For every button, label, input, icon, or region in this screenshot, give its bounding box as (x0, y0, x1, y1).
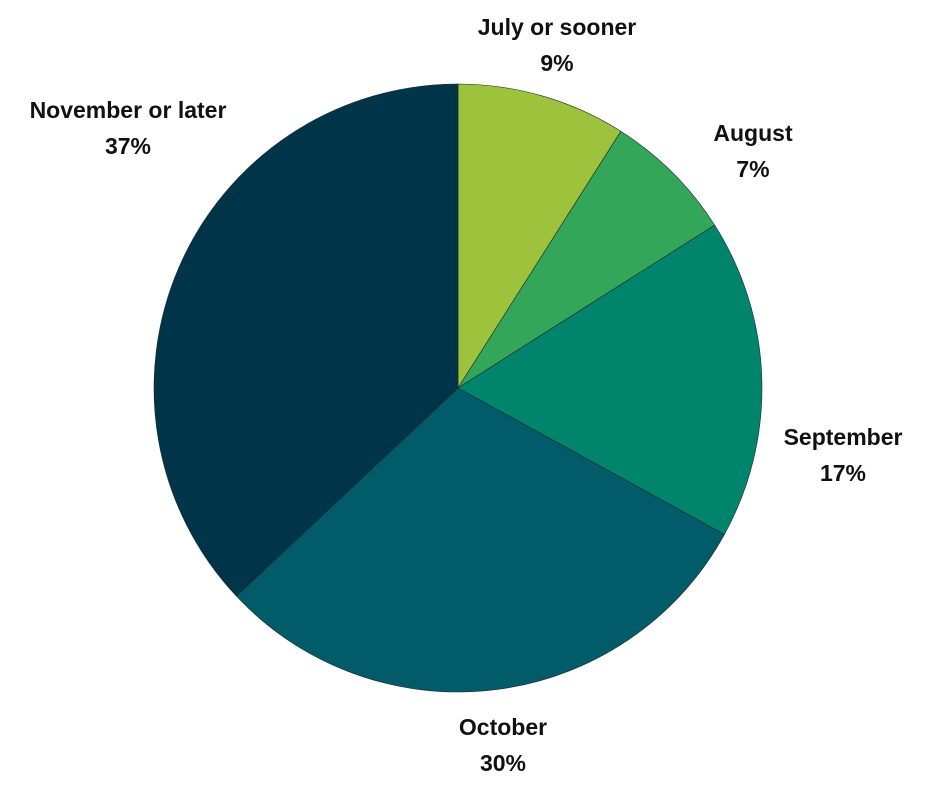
pie-labels: July or sooner 9% August 7% September 17% Octo… (30, 14, 903, 776)
slice-value-label: 9% (540, 50, 573, 76)
pie-slice-september (457, 224, 763, 535)
slice-value-label: 7% (736, 156, 769, 182)
slice-value-label: 17% (820, 460, 866, 486)
pie-slice-november-or-later (153, 83, 459, 597)
pie-slice-october (235, 387, 725, 693)
slice-value-label: 30% (480, 750, 526, 776)
pie-slice-august (457, 130, 716, 389)
slice-label: November or later (30, 97, 227, 123)
slice-label: August (713, 120, 793, 146)
slice-value-label: 37% (105, 133, 151, 159)
slice-label: October (459, 714, 547, 740)
slice-label: July or sooner (478, 14, 637, 40)
slice-label: September (784, 424, 903, 450)
pie-slices (153, 83, 763, 693)
pie-slice-july-or-sooner (457, 83, 622, 390)
